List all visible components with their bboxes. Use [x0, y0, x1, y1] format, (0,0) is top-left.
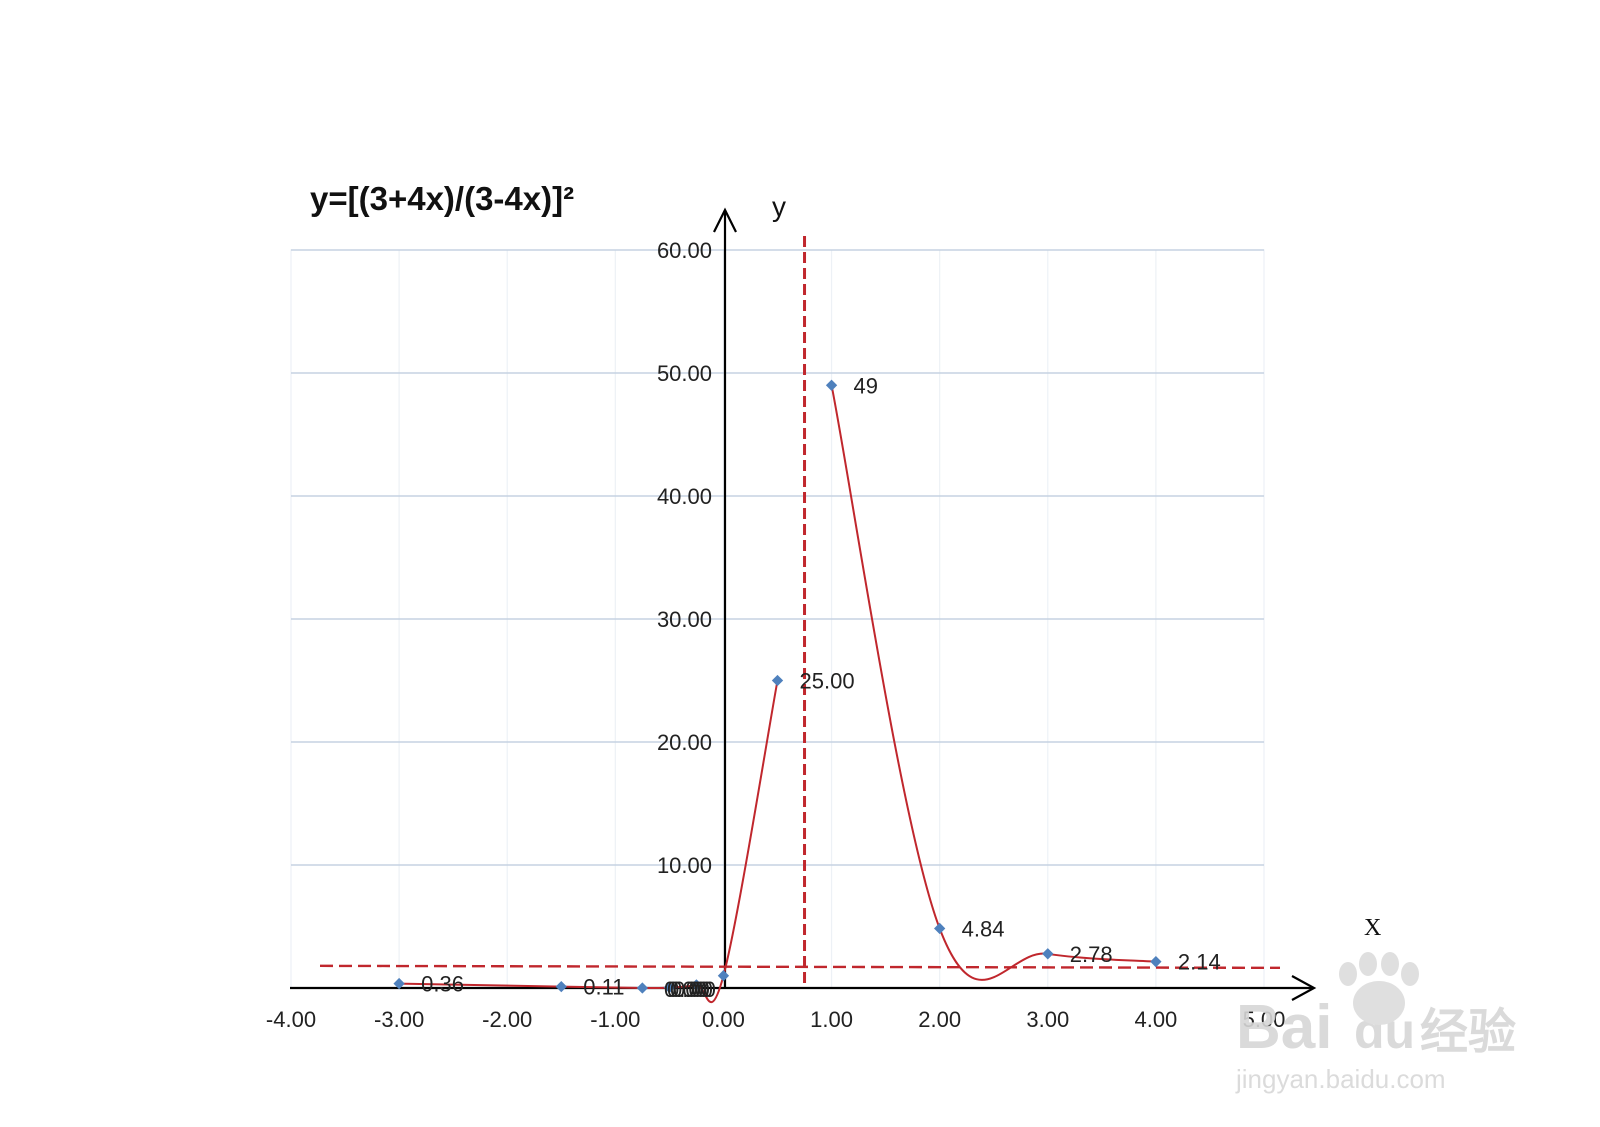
- y-tick-label: 30.00: [657, 607, 712, 632]
- x-tick-label: 4.00: [1134, 1007, 1177, 1032]
- baidu-watermark: Bai du 经验 jingyan.baidu.com: [1235, 952, 1516, 1094]
- x-tick-label: 3.00: [1026, 1007, 1069, 1032]
- y-tick-label: 60.00: [657, 238, 712, 263]
- data-point: [690, 979, 703, 991]
- data-label: 0.11: [583, 975, 624, 1000]
- y-axis-arrow-icon: [713, 207, 737, 233]
- data-point: [1042, 948, 1054, 960]
- y-tick-label: 20.00: [657, 730, 712, 755]
- data-point: [393, 977, 405, 990]
- curve-left: [399, 680, 779, 1004]
- curve-right: [830, 385, 1156, 981]
- y-tick-label: 50.00: [657, 361, 712, 386]
- data-label: 0.00: [670, 977, 713, 1002]
- x-axis: [290, 975, 1317, 1001]
- gridlines: [290, 249, 1265, 988]
- watermark-cn: 经验: [1420, 1006, 1516, 1059]
- data-point: [663, 981, 676, 994]
- horizontal-asymptote: [319, 964, 1281, 970]
- data-point: [771, 674, 784, 687]
- watermark-url: jingyan.baidu.com: [1235, 1064, 1446, 1094]
- x-tick-label: 5.00: [1243, 1007, 1286, 1032]
- data-label: 0.00: [664, 977, 707, 1002]
- chart-title: y=[(3+4x)/(3-4x)]²: [310, 180, 574, 217]
- data-point: [636, 982, 649, 994]
- y-axis-label: y: [772, 191, 786, 222]
- data-point: [934, 922, 946, 935]
- data-markers: [393, 379, 1162, 994]
- y-tick-labels: 10.00 20.00 30.00 40.00 50.00 60.00: [657, 238, 712, 878]
- x-tick-label: -4.00: [266, 1007, 316, 1032]
- y-axis: [713, 207, 737, 988]
- paw-icon: [1339, 952, 1419, 1025]
- data-point: [825, 379, 838, 391]
- x-tick-label: -3.00: [374, 1007, 424, 1032]
- x-tick-label: 2.00: [918, 1007, 961, 1032]
- data-point: [717, 970, 730, 982]
- x-tick-labels: -4.00 -3.00 -2.00 -1.00 0.00 1.00 2.00 3.00 4.00…: [266, 1007, 1285, 1032]
- data-label: 2.14: [1178, 950, 1221, 975]
- curves: [399, 385, 1156, 1004]
- data-point: [1150, 956, 1162, 968]
- data-label: 0.00: [673, 977, 716, 1002]
- data-label: 0.36: [421, 972, 464, 997]
- asymptotes: [319, 236, 1281, 988]
- x-tick-label: -2.00: [482, 1007, 532, 1032]
- y-tick-label: 40.00: [657, 484, 712, 509]
- data-label: 0.00: [667, 977, 710, 1002]
- watermark-brand: Bai: [1236, 993, 1332, 1062]
- x-tick-label: 1.00: [810, 1007, 853, 1032]
- data-label: 2.78: [1070, 942, 1113, 967]
- y-tick-label: 10.00: [657, 853, 712, 878]
- data-label: 4.84: [962, 916, 1005, 941]
- x-axis-label: X: [1364, 915, 1381, 941]
- data-point: [555, 980, 567, 993]
- x-tick-label: -1.00: [590, 1007, 640, 1032]
- data-label: 25.00: [800, 669, 855, 694]
- x-axis-arrow-icon: [1291, 975, 1317, 1001]
- data-label: 49: [854, 373, 878, 398]
- x-tick-label: 0.00: [702, 1007, 745, 1032]
